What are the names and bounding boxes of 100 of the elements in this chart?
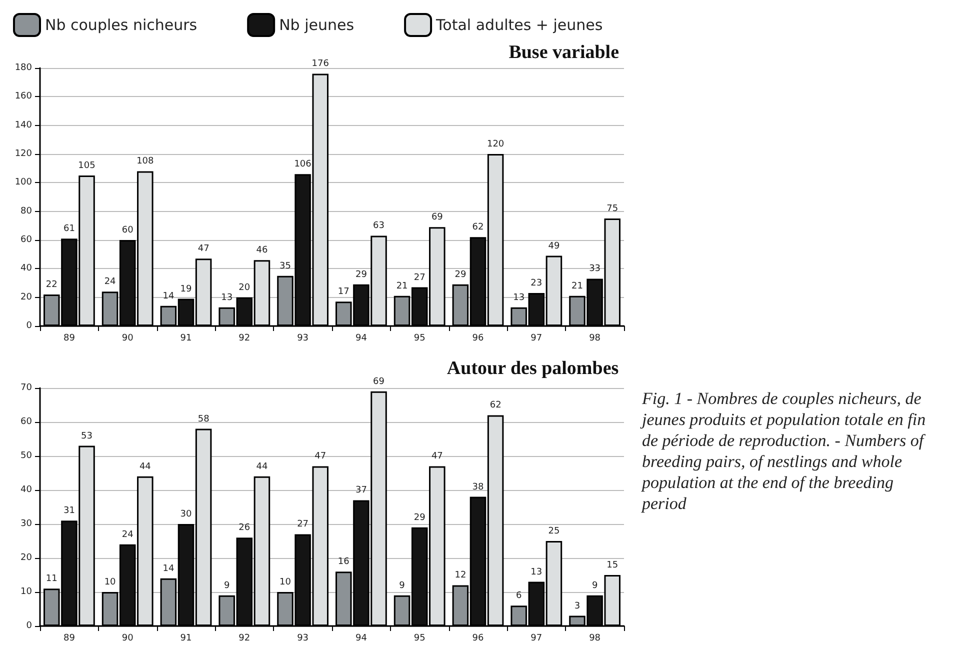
- x-tick-label: 97: [530, 634, 542, 644]
- data-label: 25: [548, 526, 560, 536]
- y-tick-label: 100: [14, 178, 32, 188]
- data-label: 19: [180, 284, 192, 294]
- data-label: 53: [81, 431, 92, 442]
- x-tick-label: 92: [238, 634, 250, 644]
- data-label: 47: [198, 244, 210, 254]
- data-label: 13: [513, 292, 525, 303]
- y-tick-label: 70: [20, 383, 32, 393]
- data-label: 44: [256, 462, 268, 472]
- data-label: 23: [530, 278, 542, 289]
- data-label: 31: [63, 506, 75, 516]
- data-label: 61: [63, 224, 75, 234]
- data-label: 38: [472, 482, 484, 492]
- x-tick-label: 98: [589, 334, 601, 344]
- chart-title: Autour des palombes: [446, 358, 619, 379]
- y-tick-label: 60: [20, 235, 32, 245]
- data-label: 69: [431, 212, 444, 223]
- x-tick-label: 95: [414, 334, 426, 344]
- y-tick-label: 50: [20, 451, 32, 461]
- data-label: 9: [399, 580, 406, 591]
- y-tick-label: 20: [20, 553, 32, 563]
- x-tick-label: 89: [63, 634, 76, 644]
- data-label: 14: [162, 291, 174, 302]
- data-label: 24: [122, 530, 134, 540]
- data-label: 60: [122, 226, 134, 236]
- data-label: 105: [78, 161, 96, 171]
- data-label: 21: [572, 281, 583, 292]
- data-label: 35: [280, 261, 291, 272]
- x-tick-label: 91: [180, 334, 192, 344]
- data-label: 13: [221, 292, 233, 303]
- data-label: 9: [592, 580, 598, 591]
- data-label: 10: [104, 578, 116, 588]
- data-label: 11: [46, 574, 58, 584]
- data-label: 75: [606, 204, 618, 214]
- data-label: 108: [136, 156, 154, 167]
- data-label: 47: [314, 452, 326, 462]
- y-tick-label: 40: [20, 264, 32, 274]
- y-tick-label: 60: [20, 417, 32, 427]
- x-tick-label: 89: [63, 334, 76, 344]
- y-tick-label: 40: [20, 485, 32, 495]
- data-label: 47: [431, 452, 443, 462]
- data-label: 58: [198, 414, 210, 424]
- y-tick-label: 0: [26, 321, 32, 331]
- data-label: 6: [516, 591, 522, 602]
- data-label: 27: [414, 272, 426, 283]
- data-label: 46: [256, 246, 268, 256]
- x-tick-label: 94: [355, 634, 368, 644]
- data-label: 12: [454, 570, 466, 581]
- data-label: 62: [490, 400, 502, 411]
- data-label: 69: [373, 376, 385, 387]
- y-tick-label: 10: [20, 587, 32, 597]
- data-label: 26: [238, 523, 250, 534]
- y-tick-label: 180: [14, 63, 32, 73]
- x-tick-label: 91: [180, 634, 192, 644]
- data-label: 44: [139, 462, 152, 472]
- y-tick-label: 80: [20, 206, 32, 216]
- data-label: 9: [224, 580, 230, 591]
- y-tick-label: 160: [14, 92, 32, 102]
- data-label: 30: [180, 510, 192, 520]
- data-label: 37: [355, 486, 367, 496]
- y-tick-label: 30: [20, 519, 32, 529]
- data-label: 13: [530, 567, 542, 578]
- data-label: 3: [574, 601, 580, 612]
- data-label: 106: [294, 160, 312, 170]
- y-tick-label: 0: [26, 621, 32, 631]
- legend-label: Total adultes + jeunes: [435, 16, 603, 34]
- data-label: 29: [454, 270, 466, 280]
- x-tick-label: 92: [238, 334, 250, 344]
- y-tick-label: 140: [14, 120, 32, 130]
- data-label: 14: [162, 564, 174, 574]
- data-label: 29: [355, 270, 368, 280]
- data-label: 33: [589, 264, 601, 274]
- x-tick-label: 95: [414, 634, 426, 644]
- x-tick-label: 98: [589, 634, 601, 644]
- legend-label: Nb couples nicheurs: [45, 16, 198, 34]
- data-label: 17: [338, 287, 350, 298]
- data-label: 120: [486, 140, 504, 150]
- x-tick-label: 96: [472, 334, 484, 344]
- data-label: 62: [472, 222, 484, 233]
- data-label: 24: [104, 277, 116, 288]
- data-label: 176: [312, 59, 330, 70]
- legend-label: Nb jeunes: [279, 16, 354, 34]
- data-label: 27: [297, 520, 309, 530]
- data-label: 15: [606, 560, 618, 570]
- caption: Fig. 1 - Nombres de couples nicheurs, de jeunes produits et population totale en fin de période de reproduction. - Numbers of breeding pairs, of nestlings and whole population at the end of the breeding period: [640, 389, 930, 513]
- y-tick-label: 120: [14, 149, 32, 159]
- x-tick-label: 97: [530, 334, 542, 344]
- chart-title: Buse variable: [508, 42, 620, 63]
- data-label: 63: [373, 221, 384, 232]
- x-tick-label: 94: [355, 334, 368, 344]
- data-label: 49: [548, 241, 560, 252]
- x-tick-label: 90: [122, 334, 134, 344]
- y-tick-label: 20: [20, 292, 32, 302]
- x-tick-label: 90: [122, 634, 134, 644]
- data-label: 16: [338, 557, 350, 568]
- data-label: 22: [46, 280, 58, 290]
- data-label: 29: [414, 512, 426, 523]
- data-label: 10: [280, 578, 292, 588]
- x-tick-label: 93: [297, 634, 309, 644]
